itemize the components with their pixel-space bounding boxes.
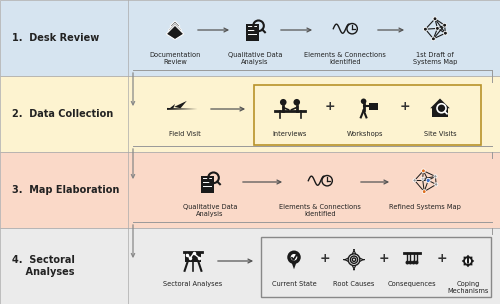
Polygon shape <box>170 104 175 108</box>
Bar <box>184 252 202 262</box>
Circle shape <box>434 175 437 178</box>
Text: Elements & Connections
Identified: Elements & Connections Identified <box>304 52 386 65</box>
Circle shape <box>280 99 286 105</box>
Text: Root Causes: Root Causes <box>334 281 374 287</box>
Text: Consequences: Consequences <box>388 281 436 287</box>
Text: Documentation
Review: Documentation Review <box>150 52 200 65</box>
Circle shape <box>361 98 366 104</box>
Circle shape <box>421 177 424 180</box>
Text: 1.  Desk Review: 1. Desk Review <box>12 33 99 43</box>
Text: +: + <box>320 253 330 265</box>
Text: 1st Draft of
Systems Map: 1st Draft of Systems Map <box>413 52 457 65</box>
Text: +: + <box>378 253 390 265</box>
Circle shape <box>294 99 300 105</box>
Text: Qualitative Data
Analysis: Qualitative Data Analysis <box>183 204 238 217</box>
Circle shape <box>436 26 440 30</box>
Polygon shape <box>168 23 181 34</box>
Text: +: + <box>436 253 448 265</box>
Text: Sectoral Analyses: Sectoral Analyses <box>164 281 222 287</box>
Text: +: + <box>324 101 336 113</box>
Text: Site Visits: Site Visits <box>424 131 456 137</box>
Polygon shape <box>174 101 187 108</box>
Bar <box>0 228 500 304</box>
Bar <box>0 152 500 228</box>
Circle shape <box>422 169 426 173</box>
Text: Refined Systems Map: Refined Systems Map <box>389 204 461 210</box>
Bar <box>432 108 448 117</box>
Polygon shape <box>166 25 184 40</box>
Text: Field Visit: Field Visit <box>169 131 201 137</box>
Circle shape <box>412 261 416 264</box>
Circle shape <box>422 190 426 194</box>
Text: Workshops: Workshops <box>347 131 384 137</box>
Text: 3.  Map Elaboration: 3. Map Elaboration <box>12 185 120 195</box>
Text: Current State: Current State <box>272 281 316 287</box>
Circle shape <box>424 27 428 31</box>
Circle shape <box>433 17 437 21</box>
Text: Elements & Connections
Identified: Elements & Connections Identified <box>279 204 361 217</box>
Bar <box>0 76 500 152</box>
Circle shape <box>442 23 446 27</box>
Text: Interviews: Interviews <box>273 131 307 137</box>
Bar <box>0 0 500 76</box>
Text: 2.  Data Collection: 2. Data Collection <box>12 109 113 119</box>
Circle shape <box>434 183 438 186</box>
Circle shape <box>465 258 471 264</box>
Polygon shape <box>170 21 180 29</box>
Circle shape <box>432 37 436 41</box>
Text: 4.  Sectoral
    Analyses: 4. Sectoral Analyses <box>12 255 75 277</box>
Text: +: + <box>400 101 410 113</box>
Circle shape <box>406 261 409 264</box>
Text: Qualitative Data
Analysis: Qualitative Data Analysis <box>228 52 282 65</box>
Polygon shape <box>167 108 198 110</box>
FancyBboxPatch shape <box>201 176 213 193</box>
Circle shape <box>426 178 430 182</box>
Circle shape <box>444 31 448 35</box>
FancyBboxPatch shape <box>246 24 258 41</box>
Circle shape <box>408 261 412 264</box>
Polygon shape <box>430 98 450 108</box>
Circle shape <box>414 261 418 264</box>
Polygon shape <box>292 262 296 269</box>
Circle shape <box>287 250 301 264</box>
Circle shape <box>413 179 416 182</box>
Text: Coping
Mechanisms: Coping Mechanisms <box>448 281 488 294</box>
Polygon shape <box>462 255 474 267</box>
Circle shape <box>290 254 298 261</box>
Bar <box>368 103 378 110</box>
